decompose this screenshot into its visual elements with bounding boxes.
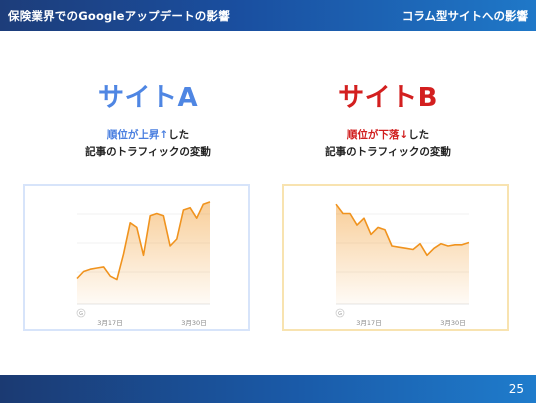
site-a-chart-svg: G 3月17日 3月30日 [76,201,211,327]
site-b-suffix: した [408,129,430,141]
google-icon-letter: G [79,311,83,317]
site-b-highlight: 順位が下落↓ [346,129,409,141]
google-icon-letter: G [338,311,342,317]
site-b-chart: G 3月17日 3月30日 [282,184,509,331]
traffic-area [336,204,469,304]
site-a-line2: 記事のトラフィックの変動 [85,146,211,158]
traffic-area [77,201,210,304]
header-bar: 保険業界でのGoogleアップデートの影響 コラム型サイトへの影響 [0,0,536,31]
section-title: コラム型サイトへの影響 [401,9,528,23]
site-a-highlight: 順位が上昇↑ [106,129,169,141]
x-tick-label: 3月17日 [356,319,381,327]
footer-bar: 25 [0,375,536,403]
site-a-title: サイトA [97,83,199,113]
x-tick-label: 3月30日 [440,319,465,327]
traffic-line [335,203,470,257]
site-b-line2: 記事のトラフィックの変動 [325,146,451,158]
x-tick-label: 3月30日 [181,319,206,327]
site-a-suffix: した [168,129,190,141]
site-b-description: 順位が下落↓した 記事のトラフィックの変動 [268,127,508,161]
slide-title: 保険業界でのGoogleアップデートの影響 [8,9,230,23]
page-number: 25 [508,382,524,396]
site-a-description: 順位が上昇↑した 記事のトラフィックの変動 [28,127,268,161]
traffic-line [76,201,211,281]
site-b-chart-svg: G 3月17日 3月30日 [335,203,470,327]
x-tick-label: 3月17日 [97,319,122,327]
site-a-chart: G 3月17日 3月30日 [23,184,250,331]
site-b-title: サイトB [338,83,438,113]
google-icon [335,308,345,318]
google-icon [76,308,86,318]
